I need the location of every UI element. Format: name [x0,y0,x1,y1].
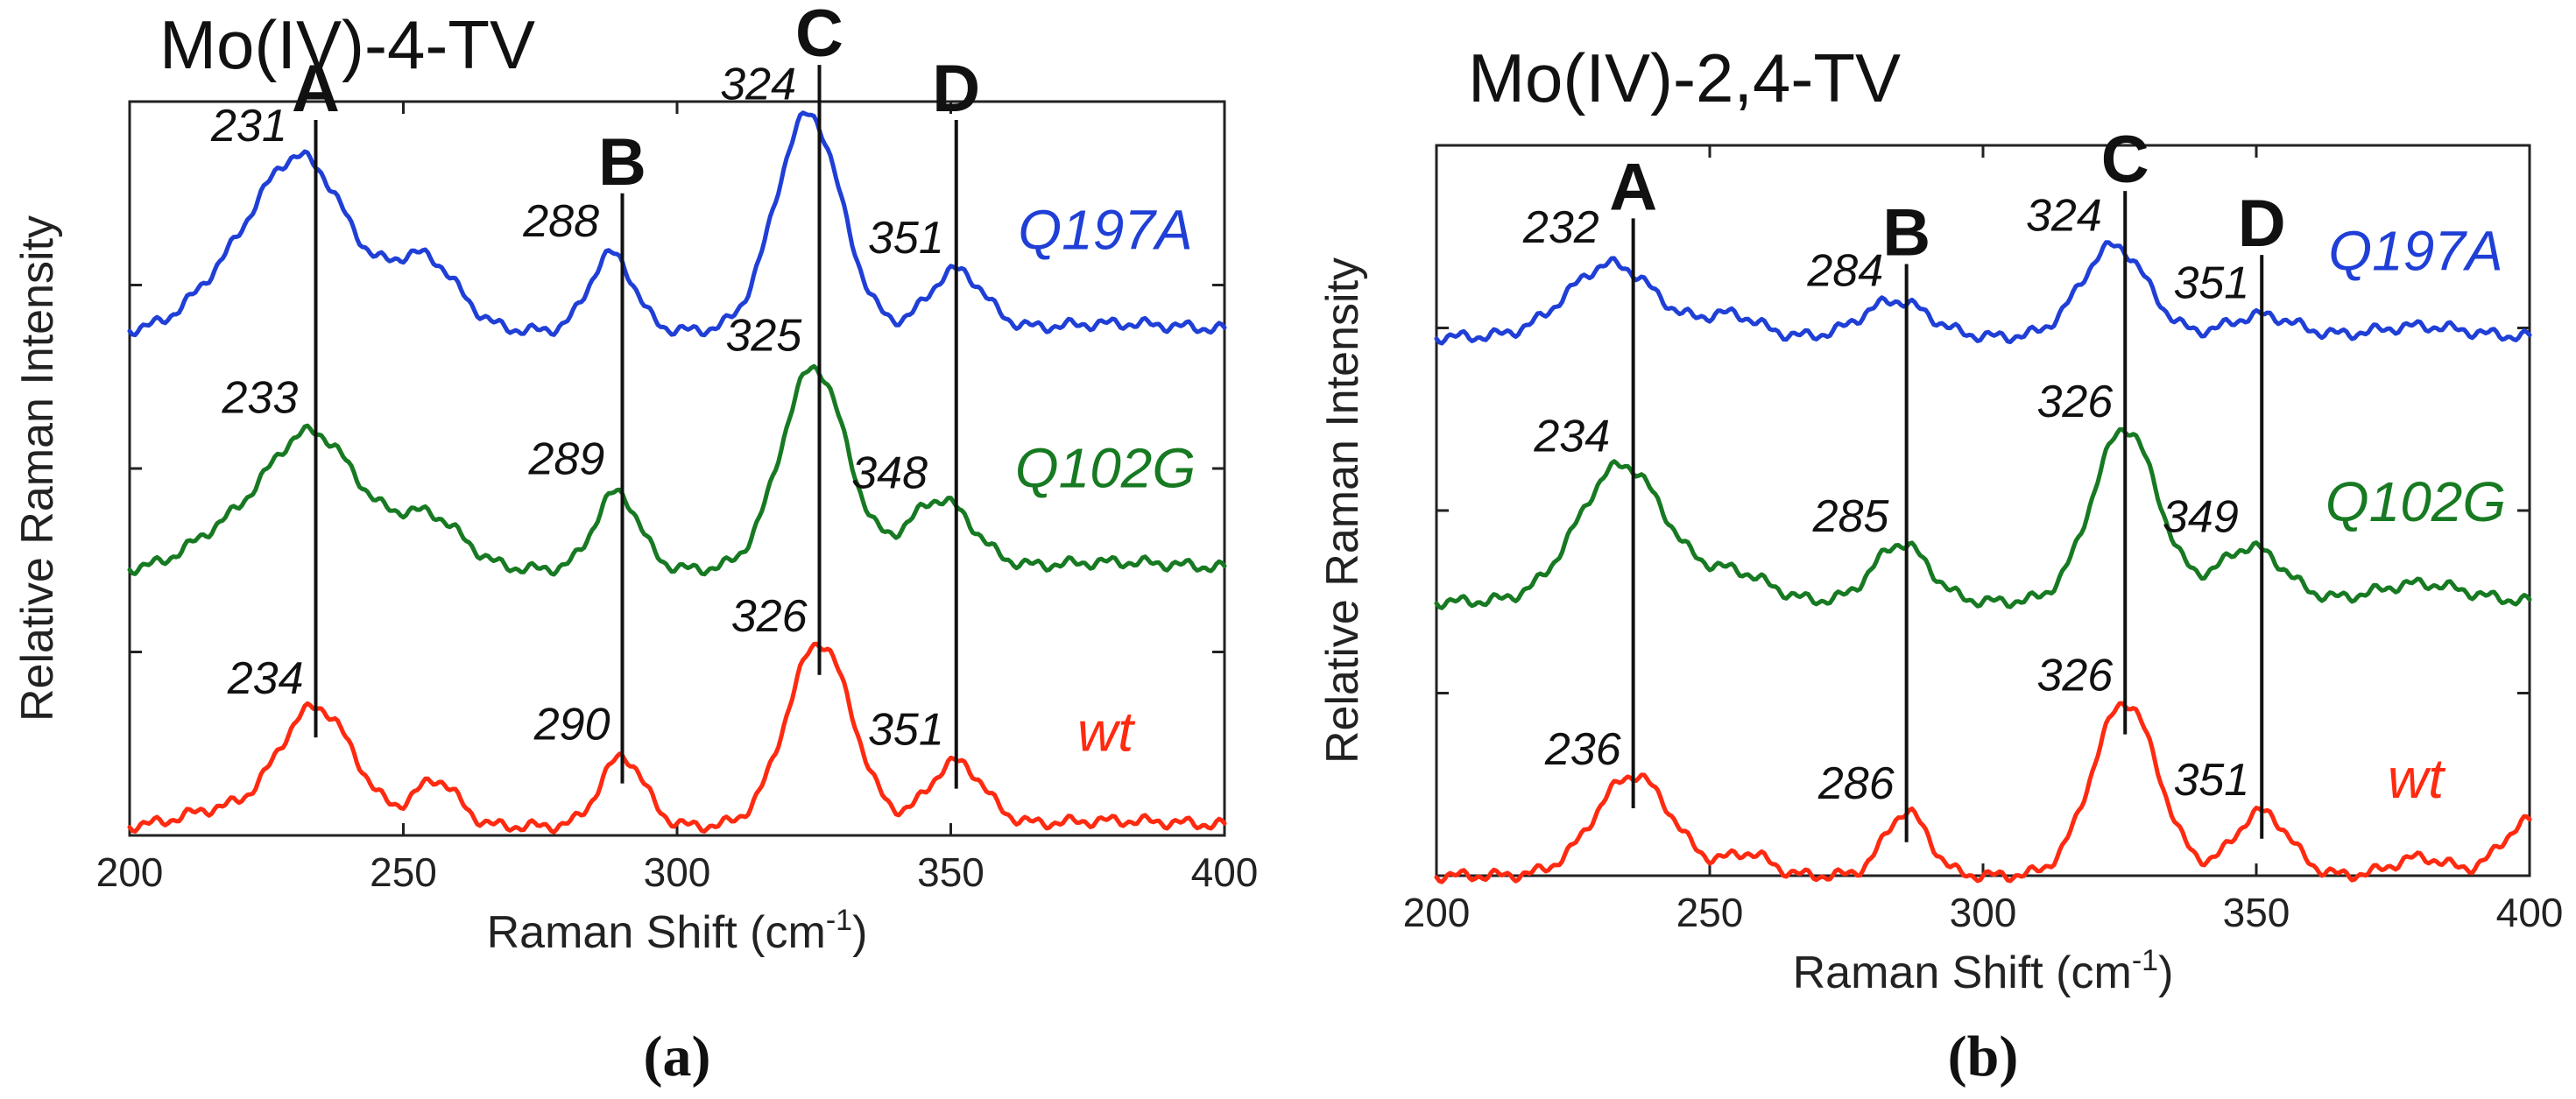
peak-value-label: 233 [221,373,298,424]
peak-letter-A: A [1609,150,1657,224]
peak-value-label: 324 [2026,190,2102,241]
peak-value-label: 348 [851,447,928,498]
peak-value-label: 324 [720,59,796,109]
peak-value-label: 285 [1812,491,1890,542]
x-tick-label: 350 [2223,890,2290,935]
peak-value-label: 234 [227,653,304,704]
peak-value-label: 351 [868,213,944,264]
x-tick-label: 250 [1676,890,1744,935]
peak-letter-C: C [795,0,843,71]
panel-a: Mo(IV)-4-TV 200 250 300 350 400 Raman Shift (c… [12,0,1258,1088]
x-tick-label: 200 [96,849,164,895]
peak-value-label: 351 [868,705,944,756]
peak-letter-C: C [2101,123,2149,197]
peak-value-label: 236 [1544,724,1621,775]
series-line-Q102G [1434,426,2532,610]
chart-title: Mo(IV)-2,4-TV [1468,39,1901,116]
panel-caption: (b) [1948,1025,2019,1088]
peak-value-label: 290 [533,700,610,750]
peak-letter-B: B [1882,196,1930,271]
series-label-wt: wt [2388,747,2445,810]
series-label-wt: wt [1077,700,1135,763]
peak-value-label: 351 [2173,755,2249,806]
x-axis-label: Raman Shift (cm-1) [487,904,868,958]
y-axis-label: Relative Raman Intensity [1317,257,1368,764]
peak-letter-D: D [932,52,980,126]
peak-letter-D: D [2238,187,2286,261]
peak-letter-A: A [292,52,340,126]
series-line-wt [1434,701,2532,884]
peak-value-label: 349 [2163,492,2239,543]
peak-value-label: 325 [725,310,802,361]
series-label-Q102G: Q102G [2325,470,2506,533]
x-tick-label: 400 [1191,849,1259,895]
peak-value-label: 288 [522,196,599,247]
series-line-Q102G [127,363,1227,577]
chart-title: Mo(IV)-4-TV [159,6,535,83]
peak-value-label: 234 [1533,412,1610,462]
series-label-Q197A: Q197A [2328,219,2502,282]
series-line-Q197A [127,110,1227,338]
y-axis-label: Relative Raman Intensity [12,215,63,722]
x-tick-label: 200 [1403,890,1471,935]
panel-caption: (a) [644,1025,711,1088]
x-tick-label: 400 [2496,890,2564,935]
x-tick-label: 350 [917,849,985,895]
peak-value-label: 284 [1806,245,1883,296]
series-label-Q102G: Q102G [1015,437,1196,500]
peak-value-label: 326 [2036,651,2113,701]
series-label-Q197A: Q197A [1018,198,1192,261]
panel-b: Mo(IV)-2,4-TV 200 250 300 350 400 Raman Shift … [1317,39,2563,1088]
peak-value-label: 326 [731,591,808,642]
peak-value-label: 232 [1522,202,1599,253]
x-tick-label: 250 [370,849,437,895]
x-tick-label: 300 [644,849,711,895]
x-axis-label: Raman Shift (cm-1) [1793,944,2174,998]
peak-value-label: 231 [210,101,287,151]
peak-letter-B: B [598,125,646,200]
peak-value-label: 286 [1817,758,1895,809]
series-line-wt [127,641,1227,835]
x-tick-label: 300 [1950,890,2017,935]
peak-value-label: 351 [2173,258,2249,309]
peak-value-label: 326 [2036,377,2113,427]
peak-value-label: 289 [527,434,604,485]
series-line-Q197A [1434,240,2532,346]
